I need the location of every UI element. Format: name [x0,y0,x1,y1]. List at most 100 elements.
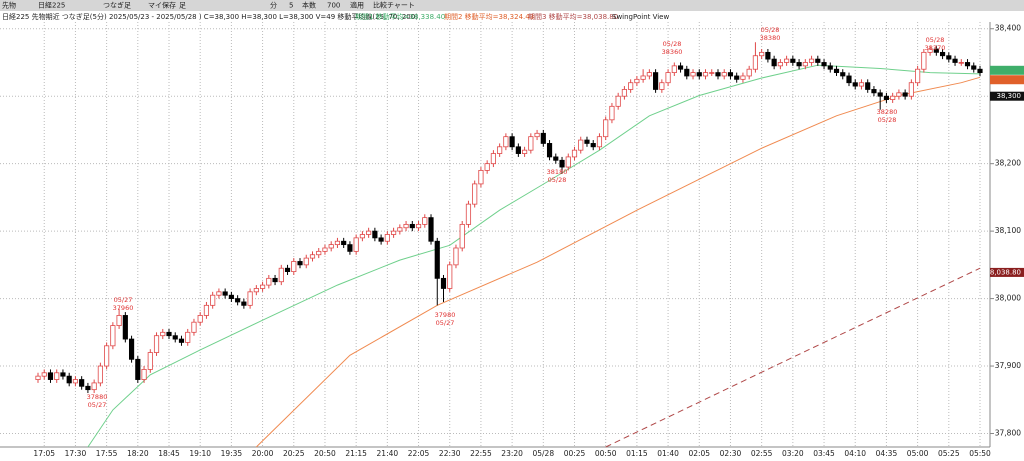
candle-body [172,335,178,340]
candle-body [91,382,97,391]
candle-body [141,369,147,380]
candle-body [846,75,852,84]
candle-body [247,291,253,306]
candle-body [921,51,927,70]
x-tick-label: 05:25 [938,449,960,458]
candle-body [746,68,752,77]
candle-body [60,372,66,377]
candle-body [946,55,952,60]
candle-body [833,68,840,73]
x-tick-label: 02:55 [751,449,773,458]
candle-body [596,136,603,148]
candle-body [702,72,709,77]
candle-body [765,51,771,60]
candle-body [434,240,440,279]
candle-body [447,264,453,289]
candle-body [621,89,627,97]
candle-body [902,92,908,97]
candle-body [571,149,578,158]
y-tick-label: 38,400 [995,24,1021,33]
candle-body [696,72,702,77]
candle-body [35,375,41,380]
candle-body [808,58,815,63]
swing-label: 05/27 [436,319,455,327]
candle-body [546,143,553,158]
swing-label: 37980 [435,311,456,319]
candle-body [503,136,509,148]
candle-body [915,68,921,84]
candle-body [659,82,665,90]
price-marker-label: 38,038.80 [985,268,1021,276]
candle-body [671,65,677,73]
candle-body [378,237,384,242]
candle-body [228,294,234,299]
toolbar-item[interactable]: 適用 [350,1,364,10]
candle-body [135,358,141,380]
toolbar-item[interactable]: マイ保存 [148,1,176,10]
candle-body [478,170,484,185]
candle-body [191,321,197,333]
candle-body [796,62,802,67]
candle-body [534,132,540,138]
candle-body [210,294,216,306]
candle-body [540,132,546,144]
candle-body [497,146,503,154]
price-marker [990,91,1024,101]
candle-body [41,372,47,377]
candle-body [715,72,721,77]
candle-body [303,257,309,266]
candle-body [459,223,465,249]
candle-body [153,335,160,353]
toolbar-item[interactable]: 700 [327,2,340,10]
x-tick-label: 05/28 [532,449,554,458]
candle-body [590,143,596,148]
candle-body [110,325,116,347]
candle-body [515,146,521,154]
candle-body [858,82,865,87]
candle-body [409,223,415,229]
toolbar-item[interactable]: 分 [270,1,277,10]
candle-body [553,156,559,161]
candle-body [908,82,914,97]
x-tick-label: 17:05 [33,449,55,458]
chart-title: 日経225 先物期近 つなぎ足(5分) 2025/05/23 - 2025/05… [2,12,418,21]
candle-body [528,136,534,151]
price-marker-label: 38,300 [997,92,1022,100]
candle-body [865,82,871,90]
x-tick-label: 00:50 [595,449,617,458]
x-tick-label: 22:55 [470,449,492,458]
candle-body [259,284,266,289]
candle-body [440,277,447,289]
candle-body [952,58,958,63]
toolbar-item[interactable]: 本数 [302,1,316,10]
candle-body [203,304,210,316]
toolbar-item[interactable]: 先物 [2,1,16,10]
candle-body [490,153,496,165]
toolbar-item[interactable]: 5 [289,2,293,10]
candle-body [790,58,796,63]
toolbar-item[interactable]: 足 [179,2,186,10]
candle-body [47,372,54,380]
toolbar-item[interactable]: 比較チャート [373,1,415,10]
candle-body [522,149,528,154]
x-tick-label: 21:40 [377,449,399,458]
x-tick-label: 05:00 [907,449,929,458]
x-tick-label: 23:20 [501,449,523,458]
toolbar-item[interactable]: 日経225 [38,1,65,10]
candle-body [422,217,428,225]
candle-body [66,375,72,384]
candle-body [147,352,153,370]
candle-body [634,78,640,84]
candle-body [653,72,659,90]
x-tick-label: 01:40 [657,449,679,458]
candle-body [397,227,403,232]
toolbar-item[interactable]: つなぎ足 [103,1,131,10]
candle-body [815,58,821,63]
candle-body [128,338,135,360]
candle-body [727,72,734,77]
candle-body [559,159,565,168]
ma-line [255,76,981,448]
swing-label: 05/27 [114,296,133,304]
candle-body [197,315,203,323]
